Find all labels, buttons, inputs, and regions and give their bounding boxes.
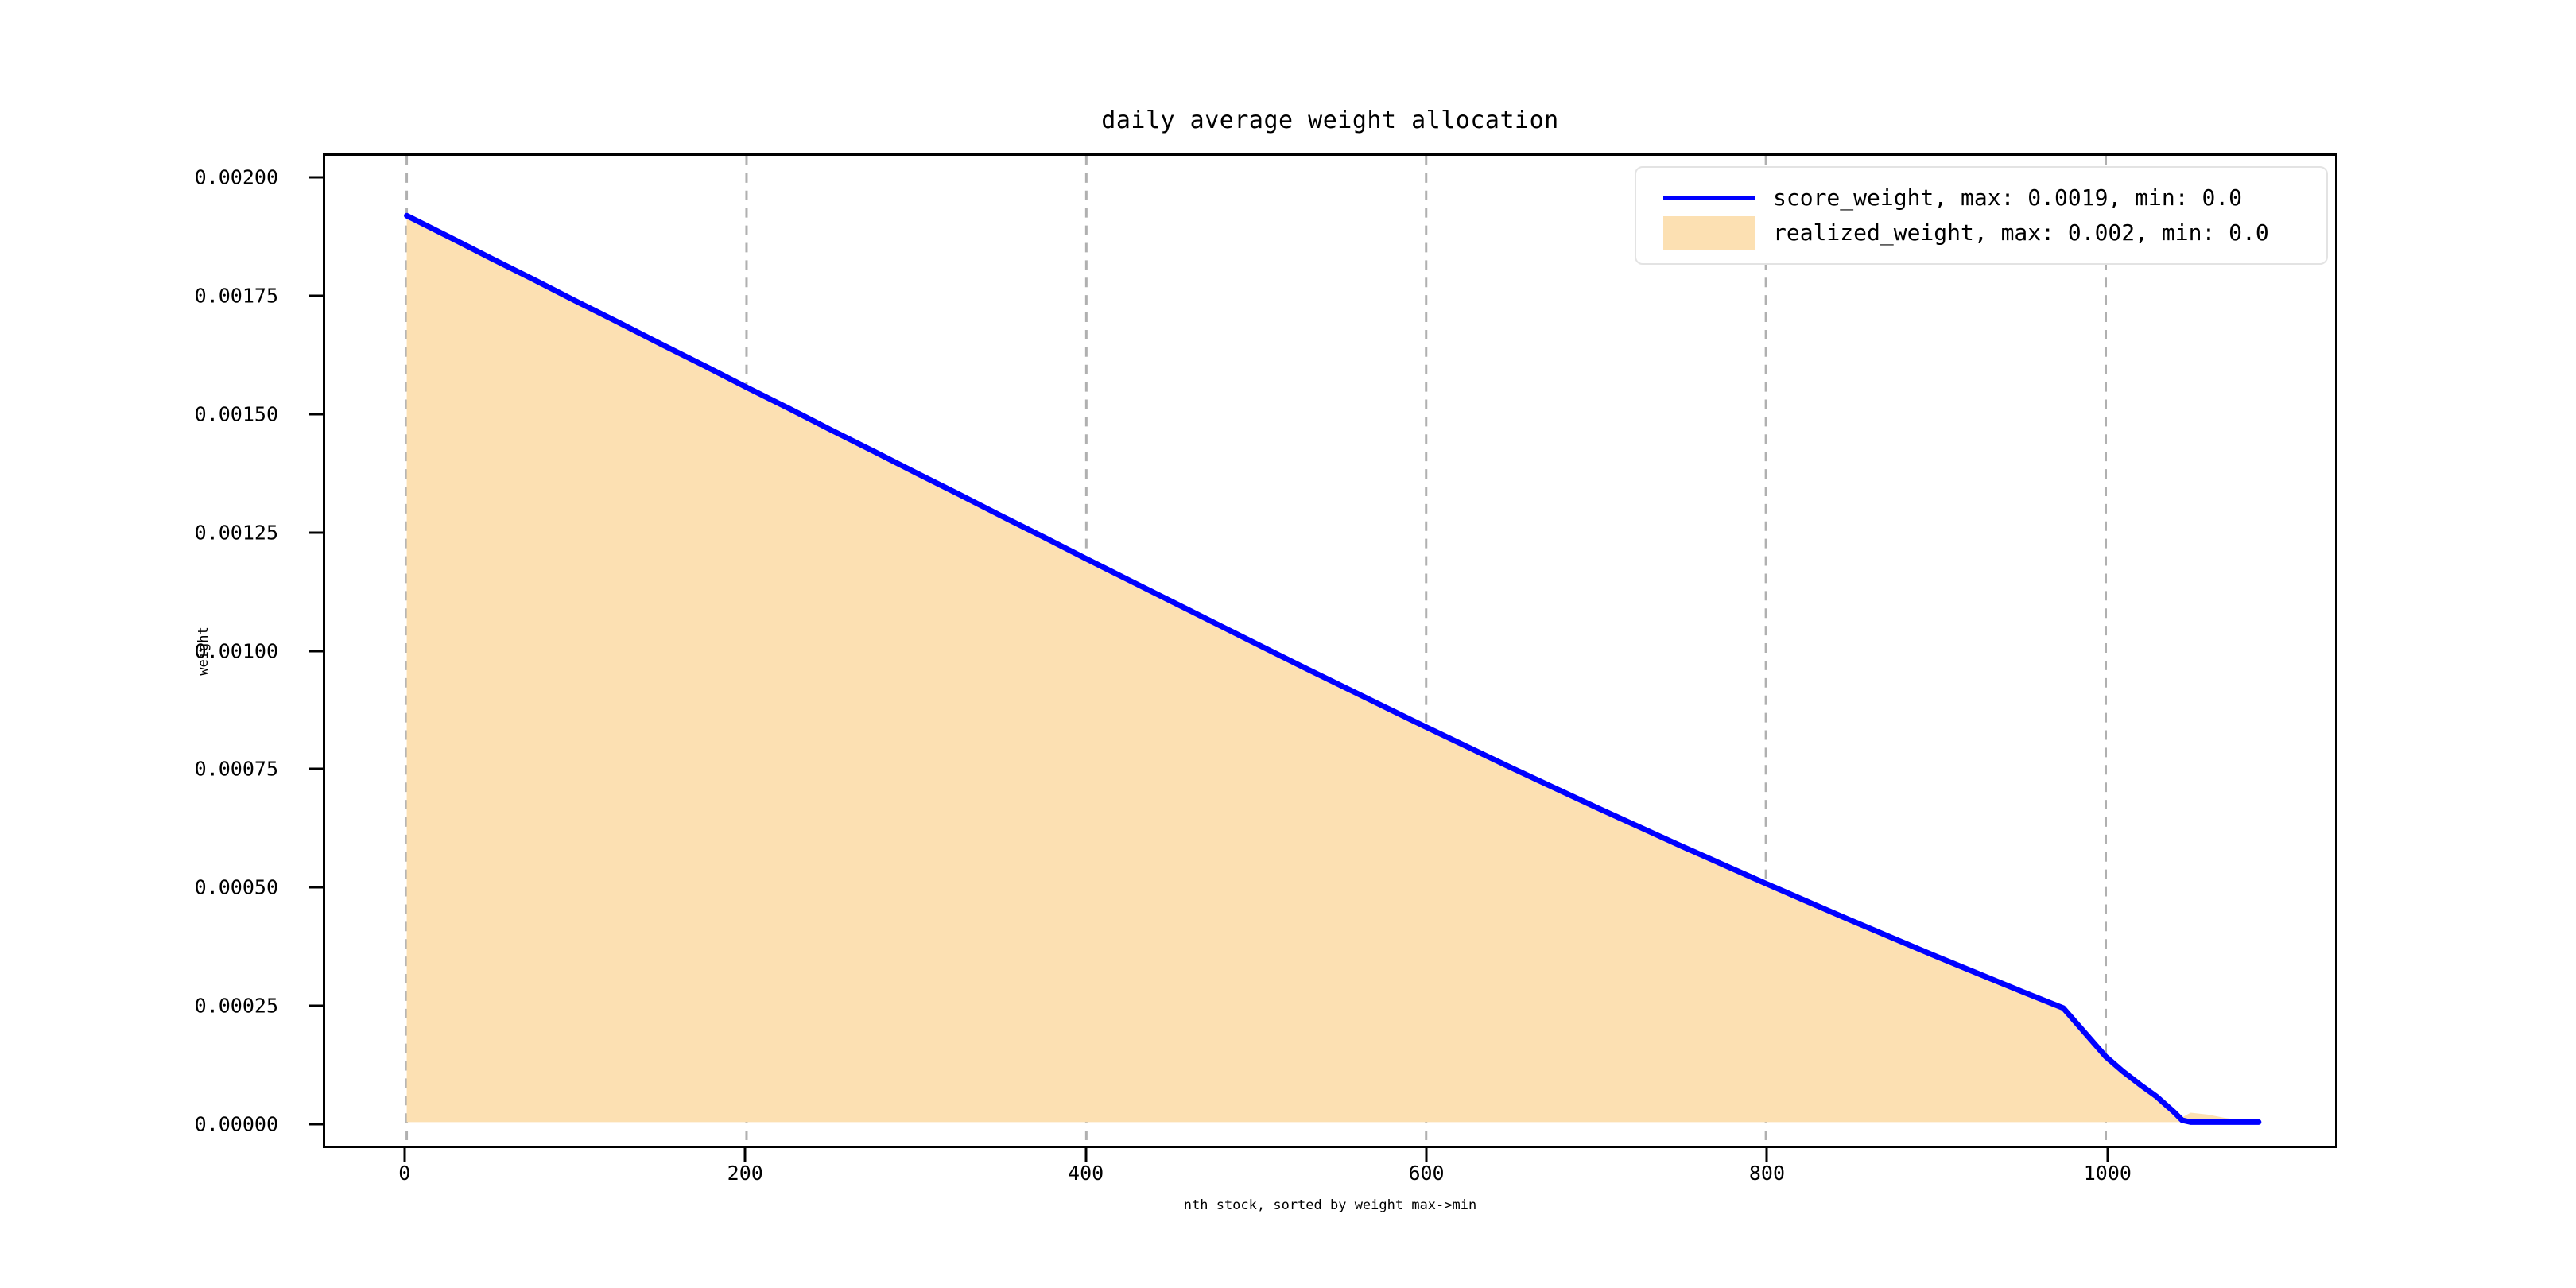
x-axis-label: nth stock, sorted by weight max->min — [1183, 1197, 1477, 1213]
x-tick-label: 0 — [398, 1162, 411, 1185]
y-tick-label: 0.00200 — [194, 165, 278, 189]
x-tick-label: 400 — [1068, 1162, 1104, 1185]
y-tick-mark — [309, 650, 323, 652]
y-axis-label: weight — [196, 627, 211, 676]
x-tick-mark — [1084, 1148, 1088, 1162]
line-score-weight — [404, 212, 2262, 1125]
chart-title: daily average weight allocation — [1101, 107, 1559, 134]
y-tick-mark — [309, 176, 323, 179]
legend-item-score-weight[interactable]: score_weight, max: 0.0019, min: 0.0 — [1651, 180, 2309, 215]
y-tick-mark — [309, 886, 323, 889]
x-tick-mark — [743, 1148, 747, 1162]
plot-area — [323, 153, 2337, 1148]
x-tick-mark — [1425, 1148, 1428, 1162]
y-tick-mark — [309, 294, 323, 297]
plot-canvas — [404, 156, 2262, 1146]
y-tick-label: 0.00000 — [194, 1112, 278, 1136]
y-tick-mark — [309, 413, 323, 416]
legend-label-realized-weight: realized_weight, max: 0.002, min: 0.0 — [1773, 219, 2269, 246]
legend-patch-swatch-icon — [1651, 216, 1768, 250]
y-tick-mark — [309, 1123, 323, 1126]
y-tick-label: 0.00150 — [194, 402, 278, 426]
y-tick-mark — [309, 767, 323, 770]
chart-legend[interactable]: score_weight, max: 0.0019, min: 0.0 real… — [1635, 166, 2328, 265]
y-tick-label: 0.00175 — [194, 284, 278, 308]
legend-label-score-weight: score_weight, max: 0.0019, min: 0.0 — [1773, 184, 2243, 211]
y-tick-label: 0.00050 — [194, 875, 278, 899]
y-tick-label: 0.00100 — [194, 639, 278, 662]
y-tick-label: 0.00075 — [194, 757, 278, 781]
y-axis-ticks: 0.00000 0.00025 0.00050 0.00075 0.00100 0.001… — [0, 0, 323, 1288]
x-tick-label: 800 — [1748, 1162, 1785, 1185]
x-tick-label: 600 — [1408, 1162, 1445, 1185]
legend-item-realized-weight[interactable]: realized_weight, max: 0.002, min: 0.0 — [1651, 215, 2309, 250]
legend-line-swatch-icon — [1651, 196, 1768, 200]
x-tick-label: 200 — [727, 1162, 763, 1185]
y-tick-label: 0.00025 — [194, 994, 278, 1018]
y-tick-mark — [309, 531, 323, 534]
y-tick-label: 0.00125 — [194, 521, 278, 545]
x-tick-label: 1000 — [2083, 1162, 2132, 1185]
x-tick-mark — [2106, 1148, 2109, 1162]
area-realized-weight — [406, 215, 2259, 1123]
y-tick-mark — [309, 1004, 323, 1007]
x-tick-mark — [403, 1148, 406, 1162]
x-tick-mark — [1765, 1148, 1768, 1162]
